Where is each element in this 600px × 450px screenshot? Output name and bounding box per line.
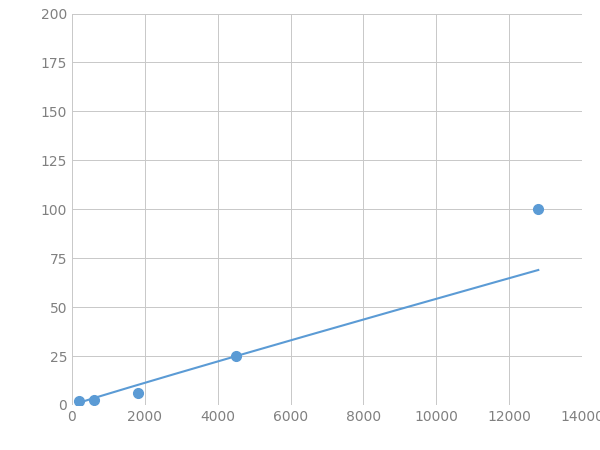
- Point: [133, 390, 142, 397]
- Point: [74, 397, 84, 405]
- Point: [89, 396, 98, 404]
- Point: [533, 206, 543, 213]
- Point: [231, 352, 241, 360]
